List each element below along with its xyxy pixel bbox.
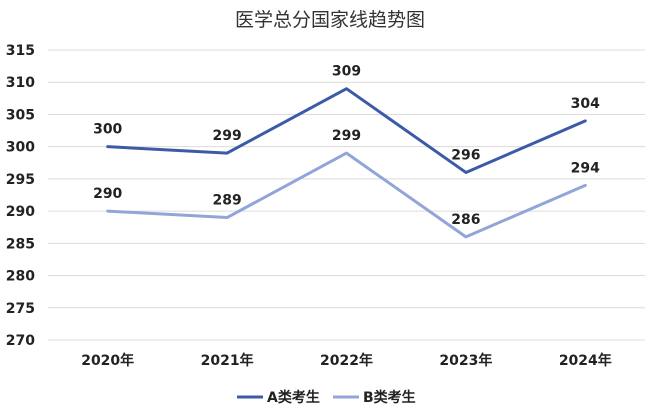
chart-title: 医学总分国家线趋势图 (235, 9, 425, 31)
y-tick-label: 295 (6, 172, 35, 188)
legend: A类考生 B类考生 (237, 389, 416, 406)
gridlines (48, 49, 645, 341)
data-label: 299 (212, 128, 241, 144)
data-label: 286 (451, 212, 480, 228)
y-tick-label: 275 (6, 301, 35, 317)
y-tick-label: 305 (6, 107, 35, 123)
series-line-b (106, 151, 587, 239)
data-label: 304 (571, 96, 600, 112)
y-tick-label: 290 (6, 204, 35, 220)
data-label: 296 (451, 147, 480, 163)
x-axis-ticks: 2020年 2021年 2022年 2023年 2024年 (81, 352, 612, 369)
data-label: 290 (93, 186, 122, 202)
y-tick-label: 315 (6, 43, 35, 59)
x-tick-label: 2024年 (559, 352, 612, 369)
data-label: 299 (332, 128, 361, 144)
data-label: 289 (212, 193, 241, 209)
x-tick-label: 2022年 (320, 352, 373, 369)
y-axis-ticks: 270 275 280 285 290 295 300 305 310 315 (6, 43, 35, 349)
y-tick-label: 300 (6, 140, 35, 156)
y-tick-label: 285 (6, 236, 35, 252)
x-tick-label: 2023年 (439, 352, 492, 369)
series-line-a (106, 87, 587, 174)
data-labels: 300 299 309 296 304 290 289 299 286 294 (93, 64, 600, 228)
x-tick-label: 2021年 (201, 352, 254, 369)
y-tick-label: 270 (6, 333, 35, 349)
data-label: 300 (93, 122, 122, 138)
x-tick-label: 2020年 (81, 352, 134, 369)
data-label: 294 (571, 160, 600, 176)
legend-label: A类考生 (267, 389, 320, 406)
y-tick-label: 280 (6, 269, 35, 285)
y-tick-label: 310 (6, 75, 35, 91)
data-label: 309 (332, 64, 361, 80)
series-lines (106, 87, 587, 239)
legend-label: B类考生 (363, 389, 416, 406)
